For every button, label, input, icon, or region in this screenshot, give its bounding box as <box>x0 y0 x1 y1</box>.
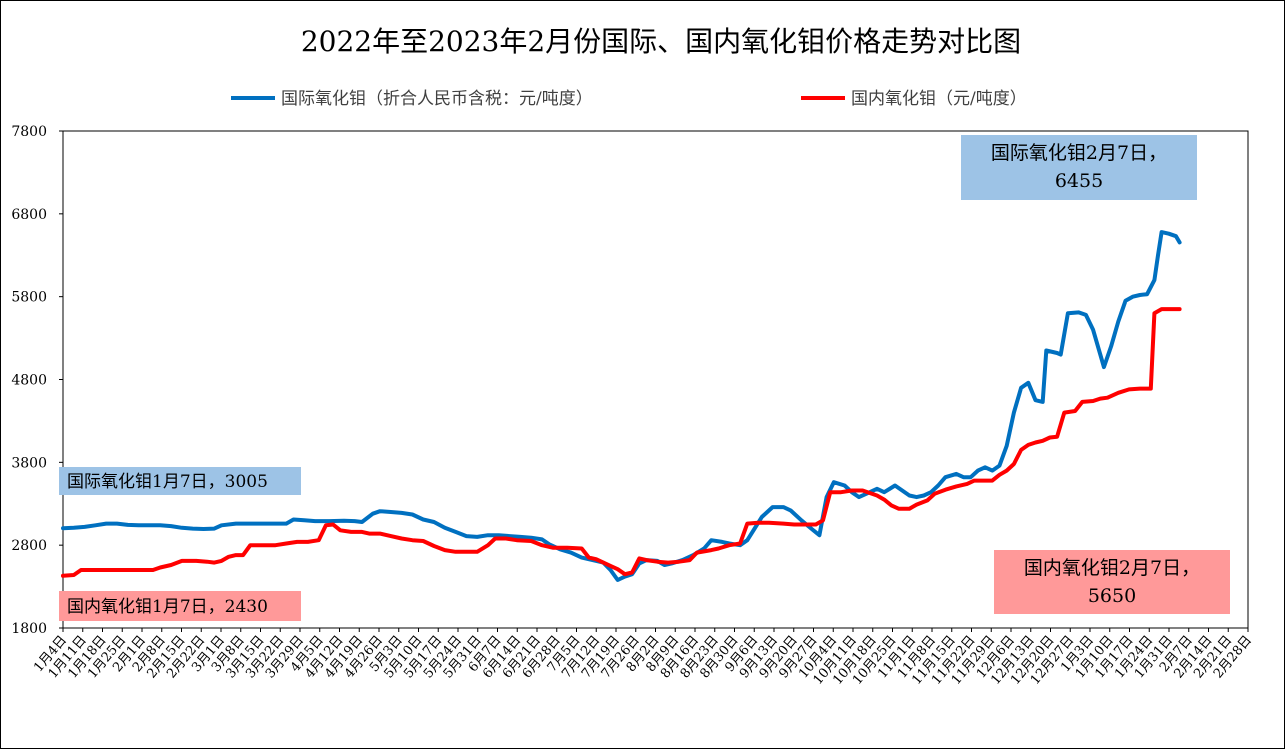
series-line-international <box>61 230 1182 582</box>
callout-text-intl-end: 6455 <box>1055 170 1103 192</box>
callout-box-intl-start <box>59 467 301 495</box>
y-tick-label: 2800 <box>11 538 47 554</box>
axes: 18002800380048005800680078001月4日1月11日1月1… <box>11 124 1255 688</box>
callout-box-dom-end <box>994 550 1230 614</box>
legend-label-intl: 国际氧化钼（折合人民币含税：元/吨度） <box>281 89 593 109</box>
chart-title: 2022年至2023年2月份国际、国内氧化钼价格走势对比图 <box>301 25 1021 58</box>
y-tick-label: 3800 <box>11 455 47 471</box>
series-line-domestic <box>61 307 1182 578</box>
y-tick-label: 1800 <box>11 621 47 637</box>
y-tick-label: 6800 <box>11 207 47 223</box>
callout-box-dom-start <box>59 591 301 621</box>
callout-text-dom-end: 国内氧化钼2月7日， <box>1024 557 1200 579</box>
series-lines <box>61 230 1182 582</box>
legend-label-domestic: 国内氧化钼（元/吨度） <box>851 89 1027 109</box>
callouts: 国际氧化钼1月7日，3005 国际氧化钼2月7日， 6455 国内氧化钼1月7日，24… <box>59 135 1230 621</box>
callout-text-dom-end: 5650 <box>1088 585 1136 607</box>
y-tick-label: 5800 <box>11 290 47 306</box>
callout-text-dom-start: 国内氧化钼1月7日，2430 <box>67 597 268 617</box>
legend: 国际氧化钼（折合人民币含税：元/吨度） 国内氧化钼（元/吨度） <box>231 89 1027 109</box>
callout-text-intl-start: 国际氧化钼1月7日，3005 <box>67 472 268 492</box>
callout-box-intl-end <box>961 135 1197 200</box>
y-tick-label: 4800 <box>11 373 47 389</box>
y-tick-label: 7800 <box>11 124 47 140</box>
callout-text-intl-end: 国际氧化钼2月7日， <box>991 142 1167 164</box>
